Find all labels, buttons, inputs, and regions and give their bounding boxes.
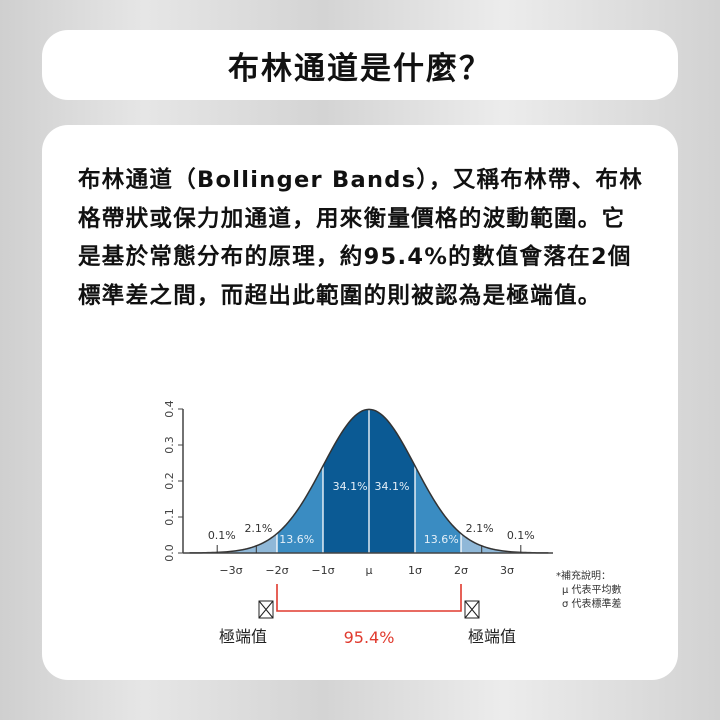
distribution-curve bbox=[189, 408, 549, 554]
range-label: 95.4% bbox=[344, 628, 395, 647]
x-tick-label: 3σ bbox=[500, 564, 514, 577]
extreme-value-label: 極端值 bbox=[468, 627, 516, 646]
title-card: 布林通道是什麼？ bbox=[42, 30, 678, 100]
extreme-marker-icon bbox=[464, 600, 480, 619]
region-label: 34.1% bbox=[375, 480, 410, 493]
x-tick-label: μ bbox=[366, 564, 373, 577]
range-bracket bbox=[276, 584, 462, 612]
note-line: *補充說明： bbox=[556, 569, 611, 582]
region-5 bbox=[461, 533, 507, 553]
region-label: 0.1% bbox=[507, 529, 535, 542]
region-label: 2.1% bbox=[466, 522, 494, 535]
region-label: 0.1% bbox=[208, 529, 236, 542]
region-0 bbox=[231, 533, 277, 553]
page-title: 布林通道是什麼？ bbox=[228, 50, 492, 87]
region-label: 13.6% bbox=[279, 533, 314, 546]
extreme-marker-icon bbox=[258, 600, 274, 619]
region-label: 2.1% bbox=[244, 522, 272, 535]
y-tick-label: 0.1 bbox=[163, 508, 176, 526]
y-tick-label: 0.3 bbox=[163, 436, 176, 454]
x-tick-label: 1σ bbox=[408, 564, 422, 577]
note-line: μ 代表平均數 bbox=[562, 583, 622, 596]
y-tick-label: 0.4 bbox=[163, 400, 176, 418]
x-tick-label: 2σ bbox=[454, 564, 468, 577]
extreme-marker-icon bbox=[258, 600, 274, 619]
x-tick-label: −3σ bbox=[219, 564, 242, 577]
region-label: 34.1% bbox=[333, 480, 368, 493]
extreme-marker-icon bbox=[464, 600, 480, 619]
y-tick-label: 0.0 bbox=[163, 544, 176, 562]
y-tick-label: 0.2 bbox=[163, 472, 176, 490]
content-card: 布林通道（Bollinger Bands），又稱布林帶、布林格帶狀或保力加通道，… bbox=[42, 125, 678, 680]
x-tick-label: −1σ bbox=[311, 564, 334, 577]
extreme-value-label: 極端值 bbox=[219, 627, 267, 646]
region-label: 13.6% bbox=[424, 533, 459, 546]
note-line: σ 代表標準差 bbox=[562, 597, 622, 610]
description-paragraph: 布林通道（Bollinger Bands），又稱布林帶、布林格帶狀或保力加通道，… bbox=[78, 167, 644, 309]
x-tick-label: −2σ bbox=[265, 564, 288, 577]
